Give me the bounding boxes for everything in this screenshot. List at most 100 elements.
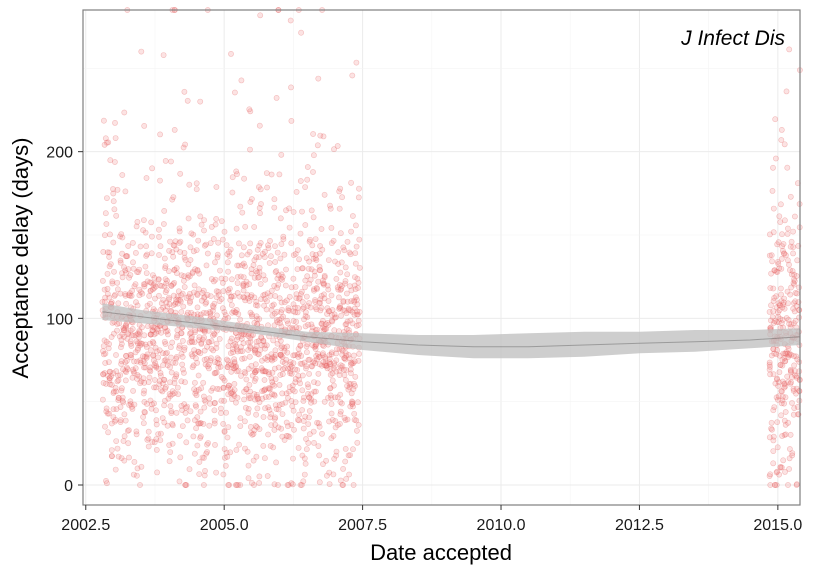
data-point: [133, 299, 139, 306]
data-point: [104, 270, 111, 277]
data-point: [285, 394, 291, 401]
data-point: [173, 355, 180, 362]
data-point: [190, 231, 197, 238]
data-point: [280, 366, 286, 373]
data-point: [296, 376, 302, 383]
data-point: [203, 310, 210, 316]
data-point: [201, 397, 208, 403]
data-point: [173, 246, 180, 253]
data-point: [248, 362, 255, 369]
data-point: [256, 242, 263, 249]
data-point: [162, 384, 169, 390]
data-point: [215, 239, 222, 246]
data-point: [111, 330, 117, 337]
data-point: [166, 391, 173, 397]
data-point: [341, 372, 348, 378]
data-point: [303, 343, 310, 350]
data-point: [255, 395, 262, 402]
data-point: [127, 338, 134, 345]
data-point: [213, 312, 220, 319]
data-point: [134, 218, 141, 225]
data-point: [181, 284, 188, 290]
data-point: [246, 281, 253, 287]
data-point: [231, 387, 238, 393]
data-point: [211, 400, 218, 407]
data-point: [274, 308, 280, 315]
data-point: [350, 403, 356, 410]
data-point: [119, 234, 126, 241]
data-point: [336, 346, 343, 352]
data-point: [149, 338, 156, 345]
data-point: [191, 386, 197, 393]
data-point: [104, 410, 111, 417]
data-point: [266, 385, 273, 392]
data-point: [153, 446, 160, 453]
data-point: [314, 285, 320, 292]
data-point: [318, 292, 325, 299]
data-point: [772, 482, 778, 488]
data-point: [279, 401, 285, 407]
data-point: [127, 340, 134, 347]
data-point: [147, 364, 154, 371]
data-point: [115, 395, 122, 401]
data-point: [785, 300, 791, 307]
data-point: [352, 250, 359, 256]
data-point: [125, 243, 132, 249]
data-point: [351, 297, 357, 304]
data-point: [318, 226, 325, 232]
data-point: [100, 277, 106, 284]
data-point: [308, 207, 315, 214]
data-point: [105, 345, 112, 352]
data-point: [196, 459, 203, 465]
data-point: [239, 262, 246, 268]
data-point: [356, 185, 362, 192]
data-point: [231, 89, 238, 96]
data-point: [211, 331, 218, 338]
data-point: [126, 274, 132, 281]
data-point: [272, 352, 279, 358]
data-point: [165, 395, 172, 402]
data-point: [770, 448, 777, 454]
data-point: [223, 409, 229, 416]
data-point: [256, 274, 262, 281]
data-point: [256, 254, 262, 260]
data-point: [315, 370, 322, 377]
data-point: [101, 351, 107, 358]
data-point: [149, 272, 156, 278]
data-point: [252, 369, 259, 376]
data-point: [227, 449, 234, 456]
data-point: [287, 361, 294, 368]
data-point: [127, 398, 134, 405]
data-point: [325, 321, 332, 328]
data-point: [117, 257, 124, 264]
data-point: [120, 399, 127, 406]
data-point: [290, 455, 296, 462]
data-point: [245, 365, 252, 372]
data-point: [243, 278, 250, 285]
data-point: [245, 475, 252, 482]
data-point: [329, 312, 335, 319]
data-point: [197, 420, 204, 426]
data-point: [104, 290, 111, 297]
data-point: [224, 363, 231, 370]
data-point: [326, 308, 333, 315]
data-point: [330, 365, 337, 372]
data-point: [770, 407, 777, 414]
data-point: [156, 233, 162, 240]
data-point: [335, 261, 341, 267]
data-point: [355, 317, 362, 324]
data-point: [163, 299, 170, 306]
data-point: [347, 251, 354, 258]
data-point: [183, 482, 190, 488]
data-point: [173, 353, 180, 360]
data-point: [160, 304, 166, 311]
data-point: [278, 309, 284, 316]
data-point: [221, 446, 228, 452]
data-point: [157, 372, 164, 379]
data-point: [187, 257, 194, 263]
data-point: [224, 364, 231, 371]
data-point: [205, 365, 212, 372]
data-point: [158, 306, 164, 313]
data-point: [146, 292, 153, 299]
data-point: [353, 427, 360, 434]
